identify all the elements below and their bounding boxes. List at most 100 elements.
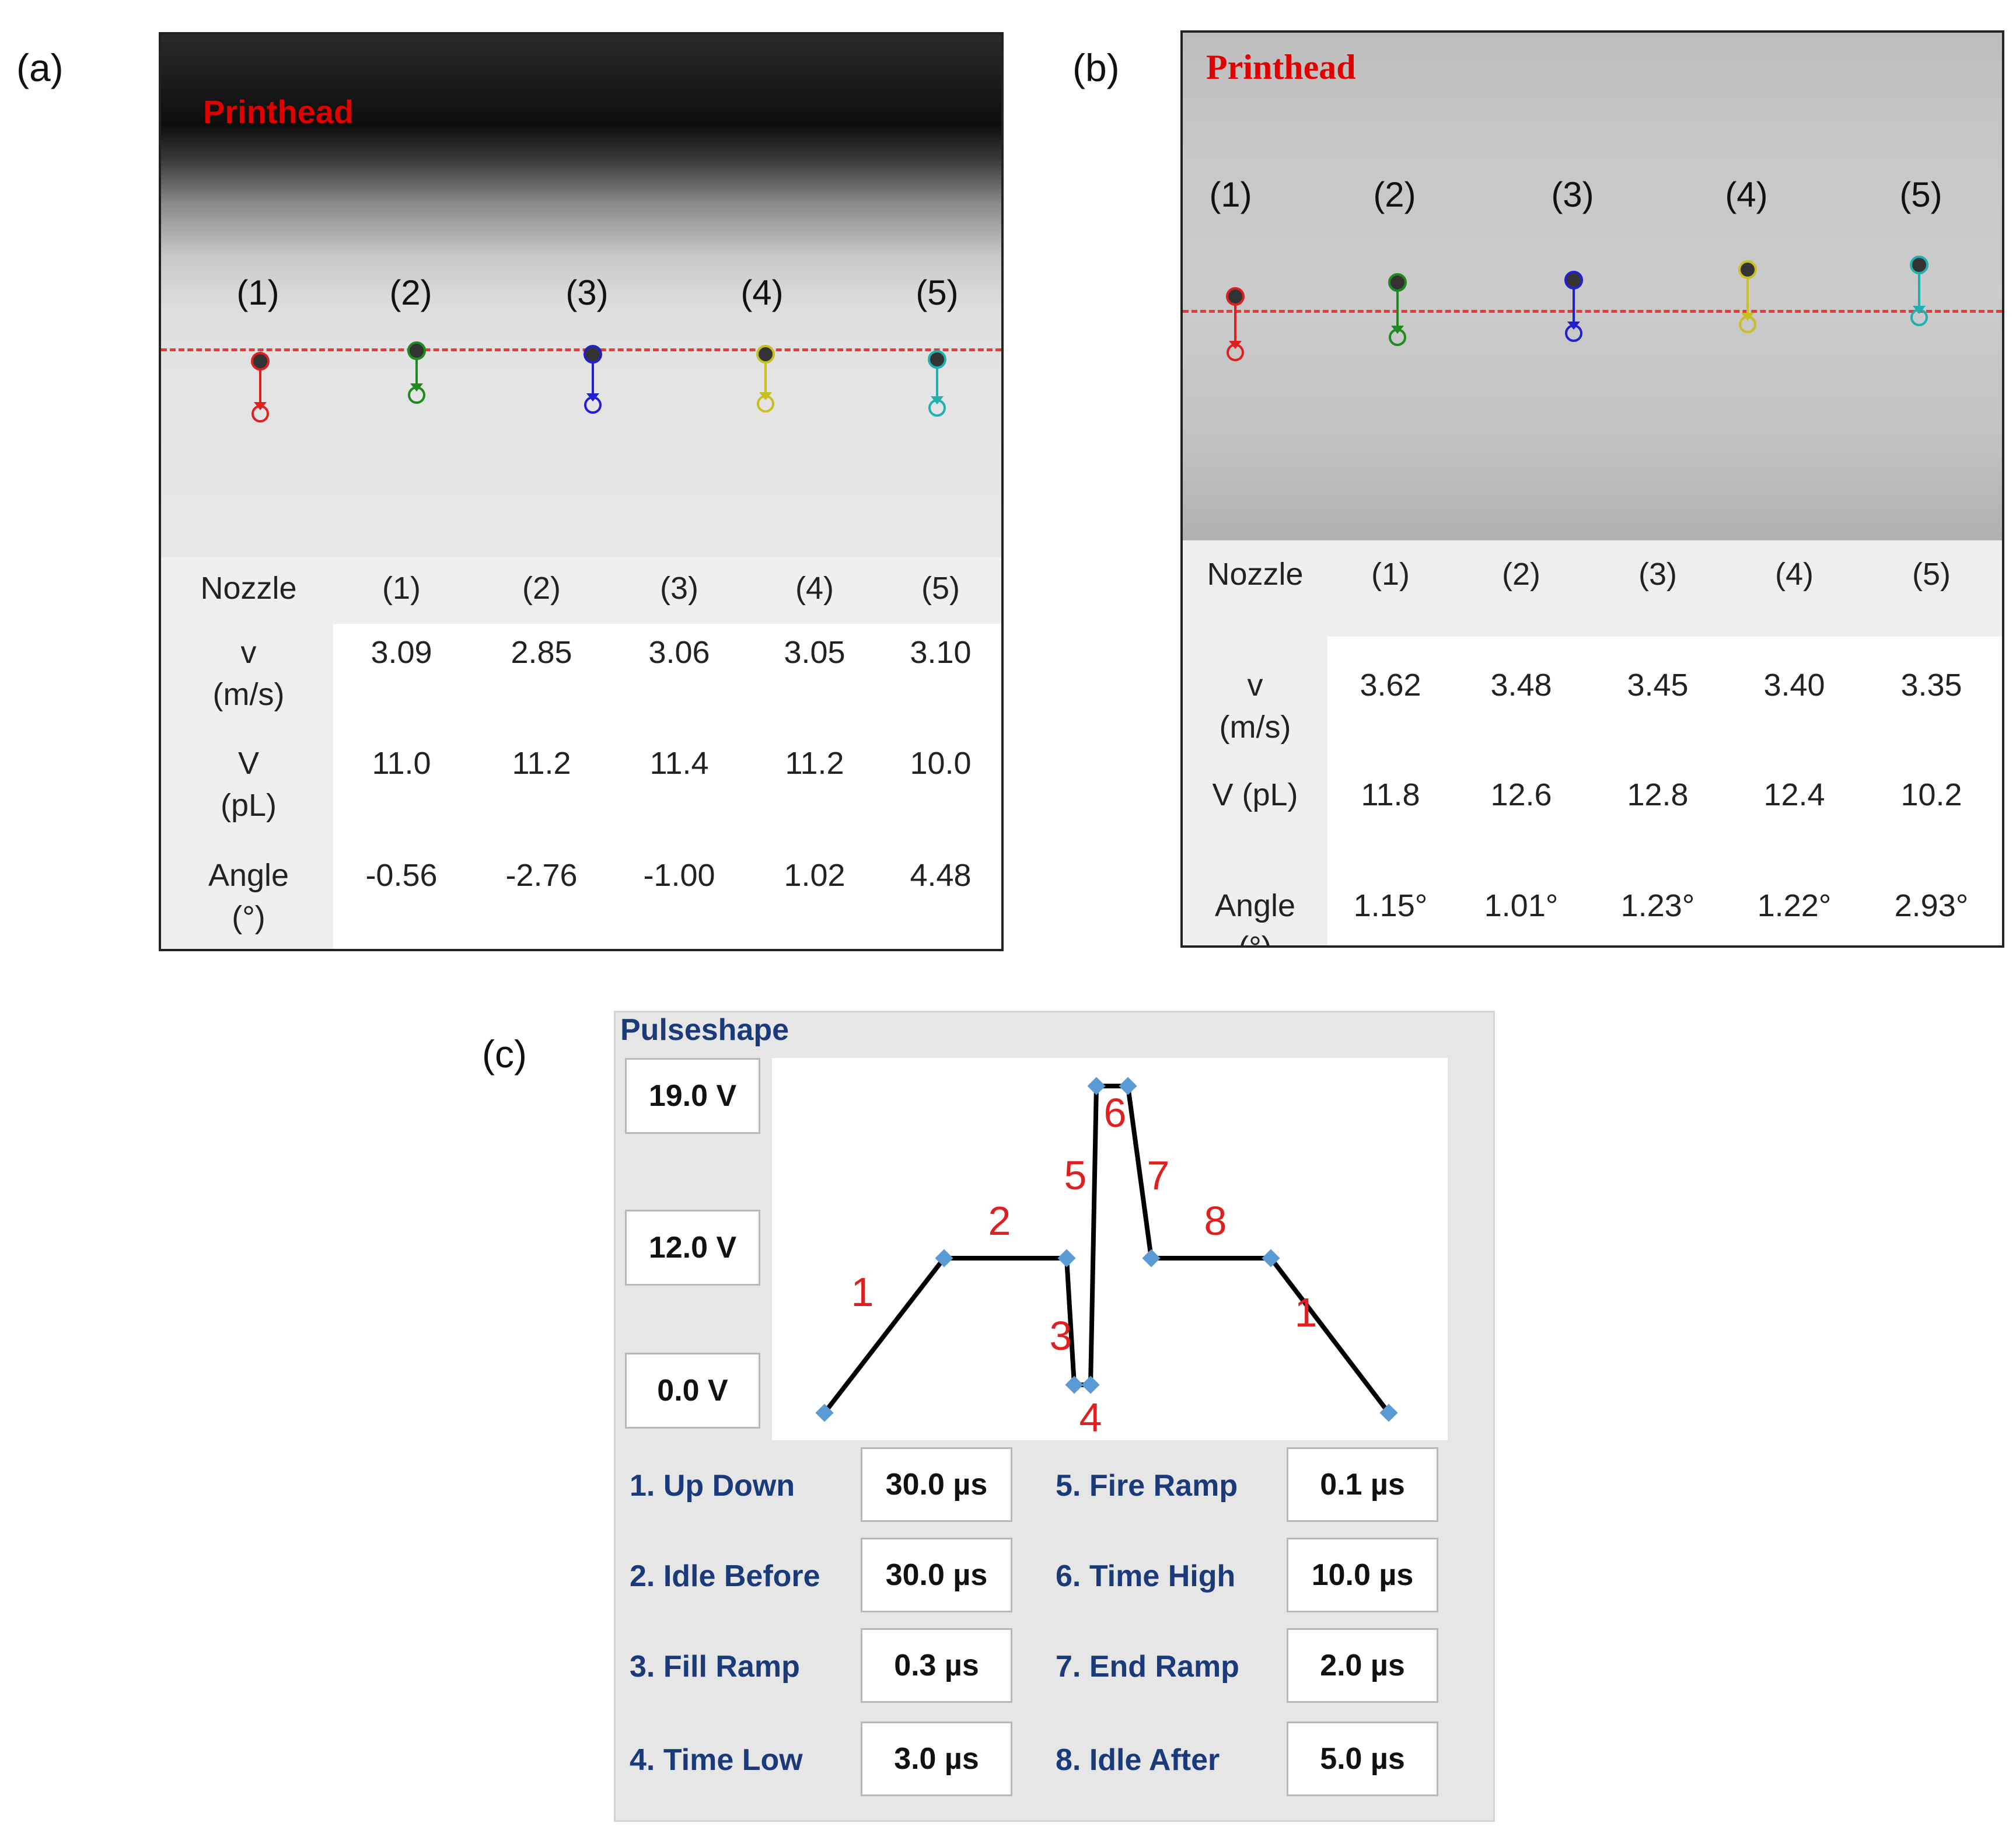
table-cell: 11.2 (512, 746, 571, 781)
segment-label: 3 (1050, 1313, 1072, 1359)
table-label-band (1183, 540, 1327, 945)
param-value-field[interactable]: 30.0 µs (861, 1447, 1012, 1522)
row-label: v (1247, 668, 1263, 703)
row-label: (m/s) (1219, 710, 1291, 745)
nozzle-label: (4) (740, 273, 784, 312)
row-label: (m/s) (212, 677, 285, 712)
table-cell: 4.48 (910, 858, 972, 893)
table-cell: 1.23° (1620, 888, 1695, 923)
voltage-low-field[interactable]: 0.0 V (625, 1353, 760, 1429)
segment-label: 7 (1147, 1153, 1170, 1198)
reference-line (1183, 310, 2002, 313)
param-label: 3. Fill Ramp (630, 1650, 800, 1684)
nozzle-label: (3) (1551, 175, 1594, 214)
table-header-cell: (2) (1502, 557, 1540, 592)
param-value-field[interactable]: 2.0 µs (1287, 1628, 1438, 1703)
printhead-label: Printhead (203, 93, 354, 130)
table-header-cell: (4) (1775, 557, 1814, 592)
droplet-markers (1226, 256, 1928, 361)
control-point (935, 1249, 953, 1268)
droplet (1738, 260, 1757, 279)
nozzle-label: (5) (1899, 175, 1942, 214)
param-value-field[interactable]: 30.0 µs (861, 1538, 1012, 1612)
table-cell: 3.45 (1627, 668, 1689, 703)
table-cell: 11.2 (785, 746, 844, 781)
table-cell: 10.0 (910, 746, 972, 781)
segment-label: 4 (1079, 1395, 1102, 1440)
param-value-field[interactable]: 3.0 µs (861, 1722, 1012, 1796)
nozzle-label: (2) (1373, 175, 1416, 214)
segment-label: 2 (988, 1198, 1011, 1244)
table-cell: -1.00 (643, 858, 715, 893)
predicted-position-marker (1739, 316, 1756, 333)
camera-view (1183, 33, 2002, 540)
table-label-band (161, 557, 333, 949)
panel-label-b: (b) (1072, 46, 1120, 89)
table-cell: 2.93° (1894, 888, 1969, 923)
row-label: (°) (232, 900, 265, 935)
table-cell: 1.15° (1353, 888, 1428, 923)
control-point (1065, 1375, 1084, 1394)
param-label: 1. Up Down (630, 1469, 795, 1503)
row-label: V (pL) (1212, 777, 1298, 812)
param-value-field[interactable]: 0.3 µs (861, 1628, 1012, 1703)
table-header-cell: (5) (1912, 557, 1951, 592)
table-cell: 1.01° (1484, 888, 1559, 923)
table-cell: 12.4 (1763, 777, 1825, 812)
table-cell: 11.8 (1361, 777, 1420, 812)
row-label: (°) (1238, 930, 1272, 948)
panel-label-a: (a) (16, 46, 64, 89)
table-cell: 12.6 (1490, 777, 1552, 812)
table-cell: 11.4 (649, 746, 709, 781)
droplet-markers (251, 341, 946, 423)
droplet (756, 345, 775, 364)
droplet (1226, 287, 1245, 306)
control-point (815, 1403, 834, 1422)
segment-label: 1 (851, 1269, 874, 1315)
droplet (251, 352, 270, 371)
nozzle-label: (5) (916, 273, 959, 312)
param-label: 8. Idle After (1056, 1743, 1220, 1777)
table-cell: 3.62 (1360, 668, 1421, 703)
param-value-field[interactable]: 0.1 µs (1287, 1447, 1438, 1522)
row-label: (pL) (220, 788, 277, 823)
row-label: v (240, 635, 257, 670)
droplet (1388, 273, 1407, 292)
predicted-position-marker (928, 399, 946, 417)
segment-label: 8 (1204, 1198, 1227, 1244)
predicted-position-marker (1910, 309, 1928, 326)
predicted-position-marker (408, 386, 425, 404)
table-cell: 3.40 (1763, 668, 1825, 703)
table-cell: -0.56 (365, 858, 438, 893)
nozzle-label: (1) (236, 273, 279, 312)
table-header-cell: (5) (921, 571, 960, 606)
predicted-position-marker (1565, 324, 1582, 342)
table-header-cell: (1) (1371, 557, 1410, 592)
param-value-field[interactable]: 5.0 µs (1287, 1722, 1438, 1796)
predicted-position-marker (757, 395, 774, 413)
table-cell: -2.76 (505, 858, 578, 893)
table-cell: 11.0 (372, 746, 431, 781)
table-header-cell: (1) (382, 571, 421, 606)
table-header-cell: Nozzle (1207, 557, 1304, 592)
nozzle-label: (3) (565, 273, 609, 312)
param-label: 7. End Ramp (1056, 1650, 1239, 1684)
group-title: Pulseshape (620, 1013, 789, 1047)
waveform-line (822, 1084, 1391, 1415)
predicted-position-marker (1389, 329, 1406, 346)
predicted-position-marker (251, 405, 269, 423)
segment-label: 1 (1295, 1290, 1318, 1335)
table-cell: 10.2 (1900, 777, 1962, 812)
control-point (1262, 1249, 1280, 1268)
voltage-high-field[interactable]: 19.0 V (625, 1058, 760, 1134)
voltage-mid-field[interactable]: 12.0 V (625, 1210, 760, 1286)
param-value-field[interactable]: 10.0 µs (1287, 1538, 1438, 1612)
panel-b-droplet-image: Printhead Nozzle (1) (2) (3) (4) (5) v (m/s) 3.6… (1180, 30, 2004, 948)
param-label: 4. Time Low (630, 1743, 803, 1777)
table-header-cell: (3) (1638, 557, 1677, 592)
nozzle-table: Nozzle (1) (2) (3) (4) (5) v (m/s) 3.09 2.85 3.06 3… (161, 557, 1001, 949)
predicted-position-marker (1227, 344, 1244, 361)
